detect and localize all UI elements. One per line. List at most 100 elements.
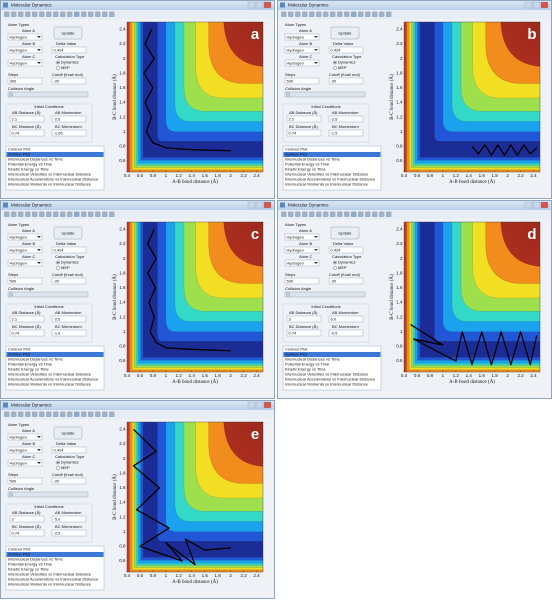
atom-a-select[interactable] <box>7 233 43 241</box>
delta-input[interactable] <box>328 46 364 54</box>
toolbar-icon[interactable] <box>32 411 38 418</box>
toolbar-icon[interactable] <box>351 211 357 218</box>
toolbar-icon[interactable] <box>109 411 115 418</box>
toolbar-icon[interactable] <box>330 11 336 18</box>
list-item[interactable]: Internuclear Accelerations vs Internucle… <box>285 377 376 382</box>
toolbar-icon[interactable] <box>81 411 87 418</box>
ab-momentum-input[interactable] <box>51 515 87 523</box>
list-item[interactable]: Contour Plot <box>285 147 308 152</box>
window-button[interactable] <box>255 1 264 9</box>
list-item[interactable]: Kinetic Energy vs Time <box>8 167 49 172</box>
toolbar-icon[interactable] <box>337 211 343 218</box>
toolbar-icon[interactable] <box>102 11 108 18</box>
list-item[interactable]: Potential Energy vs Time <box>8 362 53 367</box>
list-item[interactable]: Internuclear Velocities vs Internuclear … <box>285 372 369 377</box>
window-button[interactable] <box>255 401 264 409</box>
bc-momentum-input[interactable] <box>328 129 364 137</box>
toolbar-icon[interactable] <box>88 11 94 18</box>
toolbar-icon[interactable] <box>25 211 31 218</box>
toolbar-icon[interactable] <box>295 211 301 218</box>
bc-distance-input[interactable] <box>9 129 45 137</box>
update-button[interactable] <box>330 26 360 40</box>
toolbar-icon[interactable] <box>32 211 38 218</box>
list-item[interactable]: Internuclear Distances vs Time <box>8 157 63 162</box>
toolbar-icon[interactable] <box>309 211 315 218</box>
toolbar-icon[interactable] <box>102 411 108 418</box>
toolbar-icon[interactable] <box>379 11 385 18</box>
ab-distance-input[interactable] <box>9 115 45 123</box>
ab-momentum-input[interactable] <box>328 115 364 123</box>
toolbar-icon[interactable] <box>74 11 80 18</box>
list-item[interactable]: Contour Plot <box>8 547 31 552</box>
list-item[interactable]: Internuclear Distances vs Time <box>8 357 63 362</box>
list-item[interactable]: Kinetic Energy vs Time <box>285 367 326 372</box>
window-button[interactable] <box>247 401 256 409</box>
list-item[interactable]: Internuclear Distances vs Time <box>285 357 340 362</box>
toolbar-icon[interactable] <box>95 411 101 418</box>
window-button[interactable] <box>263 201 272 209</box>
toolbar-icon[interactable] <box>60 411 66 418</box>
ab-distance-input[interactable] <box>9 515 45 523</box>
toolbar-icon[interactable] <box>39 11 45 18</box>
toolbar-icon[interactable] <box>81 11 87 18</box>
toolbar-icon[interactable] <box>288 211 294 218</box>
update-button[interactable] <box>53 226 83 240</box>
window-button[interactable] <box>263 1 272 9</box>
list-item[interactable]: Internuclear Velocities vs Internuclear … <box>8 172 92 177</box>
cutoff-input[interactable] <box>51 77 87 85</box>
atom-b-select[interactable] <box>7 446 43 454</box>
bc-momentum-input[interactable] <box>328 329 364 337</box>
delta-input[interactable] <box>51 46 87 54</box>
list-item[interactable]: Internuclear Distances vs Time <box>285 157 340 162</box>
toolbar-icon[interactable] <box>372 211 378 218</box>
list-item[interactable]: Internuclear Accelerations vs Internucle… <box>285 177 376 182</box>
slider-thumb[interactable] <box>286 92 290 97</box>
toolbar-icon[interactable] <box>32 11 38 18</box>
ab-momentum-input[interactable] <box>51 315 87 323</box>
cutoff-input[interactable] <box>51 477 87 485</box>
slider-thumb[interactable] <box>9 92 13 97</box>
angle-slider[interactable] <box>7 291 89 298</box>
angle-slider[interactable] <box>284 91 366 98</box>
toolbar-icon[interactable] <box>302 11 308 18</box>
list-item[interactable]: Contour Plot <box>8 147 31 152</box>
list-item[interactable]: Kinetic Energy vs Time <box>285 167 326 172</box>
list-item[interactable]: Internuclear Accelerations vs Internucle… <box>8 177 99 182</box>
toolbar-icon[interactable] <box>344 211 350 218</box>
atom-b-select[interactable] <box>7 246 43 254</box>
toolbar-icon[interactable] <box>18 211 24 218</box>
atom-b-select[interactable] <box>7 46 43 54</box>
window-button[interactable] <box>524 201 533 209</box>
window-button[interactable] <box>263 401 272 409</box>
cutoff-input[interactable] <box>328 277 364 285</box>
toolbar-icon[interactable] <box>4 211 10 218</box>
toolbar-icon[interactable] <box>39 211 45 218</box>
slider-thumb[interactable] <box>286 292 290 297</box>
toolbar-icon[interactable] <box>344 11 350 18</box>
toolbar-icon[interactable] <box>60 11 66 18</box>
toolbar-icon[interactable] <box>67 411 73 418</box>
list-item[interactable]: Surface Plot <box>285 152 308 157</box>
slider-thumb[interactable] <box>9 292 13 297</box>
atom-c-select[interactable] <box>284 259 320 267</box>
list-item[interactable]: Internuclear Accelerations vs Internucle… <box>8 377 99 382</box>
angle-slider[interactable] <box>7 91 89 98</box>
angle-slider[interactable] <box>7 491 89 498</box>
slider-thumb[interactable] <box>9 492 13 497</box>
radio-mep[interactable] <box>333 266 337 270</box>
atom-a-select[interactable] <box>7 33 43 41</box>
toolbar-icon[interactable] <box>351 11 357 18</box>
toolbar-icon[interactable] <box>11 411 17 418</box>
atom-c-select[interactable] <box>7 59 43 67</box>
list-item[interactable]: Kinetic Energy vs Time <box>8 367 49 372</box>
list-item[interactable]: Surface Plot <box>8 552 31 557</box>
list-item[interactable]: Potential Energy vs Time <box>285 162 330 167</box>
toolbar-icon[interactable] <box>11 11 17 18</box>
window-button[interactable] <box>255 201 264 209</box>
list-item[interactable]: Potential Energy vs Time <box>285 362 330 367</box>
ab-distance-input[interactable] <box>9 315 45 323</box>
toolbar-icon[interactable] <box>67 11 73 18</box>
toolbar-icon[interactable] <box>25 411 31 418</box>
toolbar-icon[interactable] <box>46 11 52 18</box>
update-button[interactable] <box>330 226 360 240</box>
